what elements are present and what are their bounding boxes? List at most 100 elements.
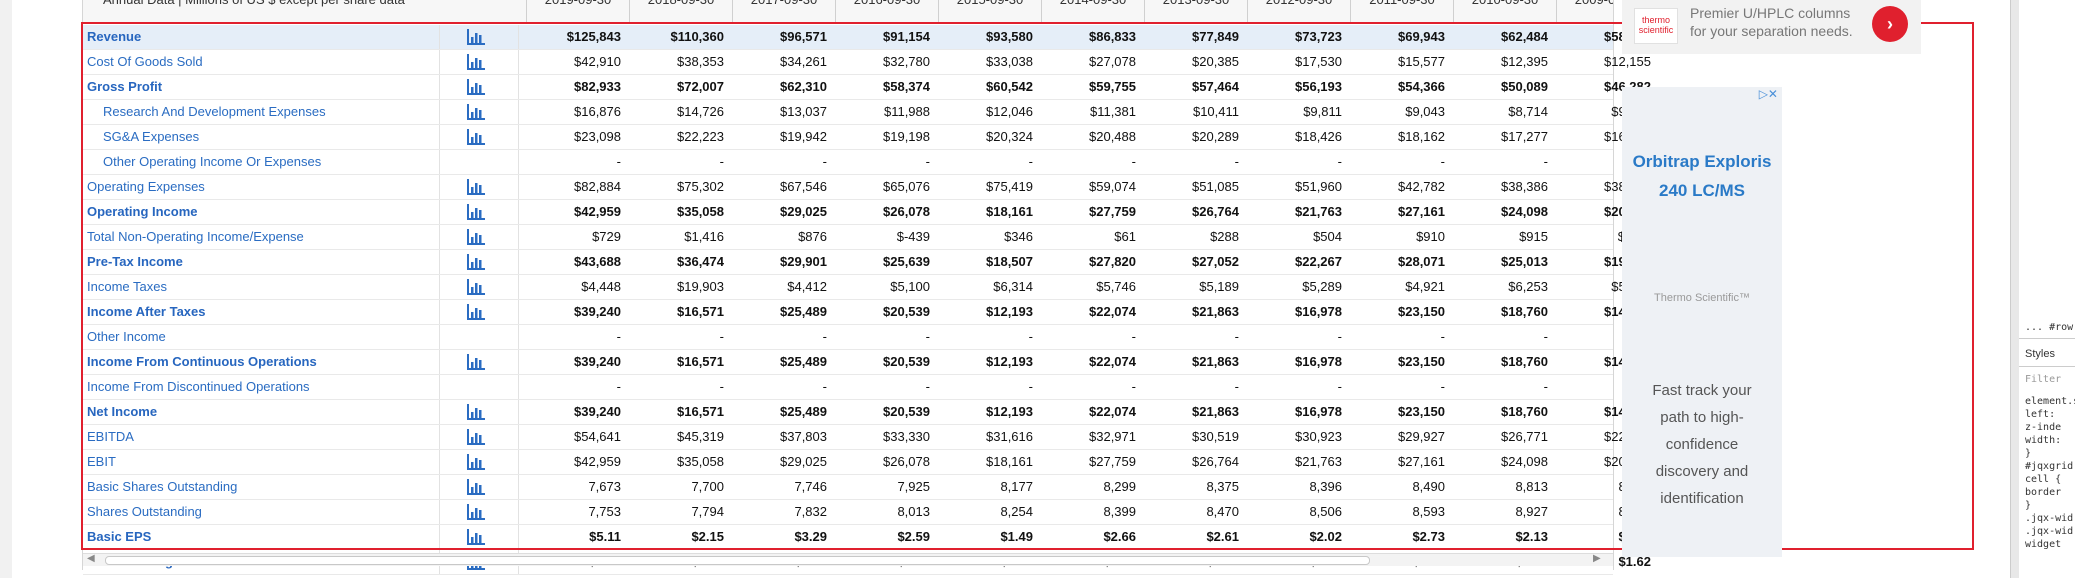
row-label-link[interactable]: Pre-Tax Income — [87, 254, 183, 269]
value-cell: $24,098 — [1501, 204, 1548, 219]
row-label-link[interactable]: Income After Taxes — [87, 304, 206, 319]
value-cell: $11,988 — [883, 104, 930, 119]
table-row[interactable]: Pre-Tax Income $43,688 $36,474 $29,901 $25,6… — [83, 250, 1651, 275]
table-row[interactable]: Income Taxes $4,448 $19,903 $4,412 $5,100 $6,… — [83, 275, 1651, 300]
row-label-link[interactable]: Income From Continuous Operations — [87, 354, 317, 369]
column-header-year[interactable]: 2019-09-30 — [529, 0, 627, 7]
ad-headline[interactable]: Orbitrap Exploris 240 LC/MS — [1632, 152, 1772, 200]
row-label-link[interactable]: Other Income — [87, 329, 166, 344]
column-header-year[interactable]: 2015-09-30 — [941, 0, 1039, 7]
row-label-link[interactable]: Revenue — [87, 29, 142, 44]
table-row[interactable]: Cost Of Goods Sold $42,910 $38,353 $34,261 $… — [83, 50, 1651, 75]
ad-top-text[interactable]: Premier U/HPLC columns for your separati… — [1690, 5, 1853, 39]
row-label-link[interactable]: Basic Shares Outstanding — [87, 479, 238, 494]
value-cell: - — [719, 329, 724, 344]
table-row[interactable]: Other Operating Income Or Expenses - - - - - -… — [83, 150, 1651, 175]
scroll-right-arrow-icon[interactable]: ▶ — [1593, 553, 1601, 564]
value-cell: $11,381 — [1089, 104, 1136, 119]
column-header-year[interactable]: 2018-09-30 — [632, 0, 730, 7]
column-header-year[interactable]: 2013-09-30 — [1147, 0, 1245, 7]
row-label-link[interactable]: EBIT — [87, 454, 116, 469]
devtools-breadcrumb[interactable]: ... #row — [2025, 322, 2074, 333]
row-label-link[interactable]: Other Operating Income Or Expenses — [103, 154, 322, 169]
table-row[interactable]: EBIT $42,959 $35,058 $29,025 $26,078 $18,161 $… — [83, 450, 1651, 475]
value-cell: $21,763 — [1295, 204, 1342, 219]
row-label-link[interactable]: Gross Profit — [87, 79, 163, 94]
value-cell: - — [1028, 329, 1033, 344]
table-row[interactable]: SG&A Expenses $23,098 $22,223 $19,942 $19,19… — [83, 125, 1651, 150]
value-cell: $21,863 — [1192, 354, 1239, 369]
table-row[interactable]: Income After Taxes $39,240 $16,571 $25,489 $… — [83, 300, 1651, 325]
ad-banner-top[interactable]: thermo scientific Premier U/HPLC columns… — [1622, 0, 1921, 54]
row-label-link[interactable]: Operating Income — [87, 204, 198, 219]
table-row[interactable]: Operating Income $42,959 $35,058 $29,025 $26… — [83, 200, 1651, 225]
value-cell: $20,539 — [883, 404, 930, 419]
scrollbar-thumb[interactable] — [105, 556, 1370, 565]
column-header-year[interactable]: 2011-09-30 — [1353, 0, 1451, 7]
devtools-scrollbar[interactable] — [2011, 0, 2019, 578]
horizontal-scrollbar[interactable]: ◀ ▶ — [83, 553, 1613, 566]
row-label-link[interactable]: Shares Outstanding — [87, 504, 202, 519]
table-row[interactable]: Gross Profit $82,933 $72,007 $62,310 $58,374… — [83, 75, 1651, 100]
tab-styles[interactable]: Styles — [2025, 348, 2055, 360]
row-label-link[interactable]: Net Income — [87, 404, 158, 419]
table-row[interactable]: Net Income $39,240 $16,571 $25,489 $20,539 $1… — [83, 400, 1651, 425]
row-label-link[interactable]: Operating Expenses — [87, 179, 205, 194]
row-label-link[interactable]: Research And Development Expenses — [103, 104, 326, 119]
value-cell: $91,154 — [883, 29, 930, 44]
chevron-right-icon[interactable]: › — [1872, 6, 1908, 42]
table-row[interactable]: Research And Development Expenses $16,876… — [83, 100, 1651, 125]
value-cell: $5,100 — [890, 279, 930, 294]
table-row[interactable]: Revenue $125,843 $110,360 $96,571 $91,154 $93… — [83, 25, 1651, 50]
row-label-link[interactable]: Income From Discontinued Operations — [87, 379, 310, 394]
column-header-year[interactable]: 2014-09-30 — [1044, 0, 1142, 7]
row-label-link[interactable]: Total Non-Operating Income/Expense — [87, 229, 304, 244]
value-cell: $26,771 — [1501, 429, 1548, 444]
column-header-year[interactable]: 2012-09-30 — [1250, 0, 1348, 7]
value-cell: $346 — [1004, 229, 1033, 244]
scroll-left-arrow-icon[interactable]: ◀ — [87, 553, 95, 564]
value-cell: - — [1028, 154, 1033, 169]
table-row[interactable]: Operating Expenses $82,884 $75,302 $67,546 $… — [83, 175, 1651, 200]
row-label-link[interactable]: SG&A Expenses — [103, 129, 200, 144]
table-row[interactable]: Income From Discontinued Operations - - - - -… — [83, 375, 1651, 400]
table-row[interactable]: Other Income----------- — [83, 325, 1651, 350]
ad-brand: Thermo Scientific™ — [1654, 292, 1750, 304]
value-cell: - — [1440, 329, 1445, 344]
row-label-link[interactable]: EBITDA — [87, 429, 134, 444]
value-cell: $82,933 — [574, 79, 621, 94]
table-row[interactable]: Basic Shares Outstanding 7,673 7,700 7,746 7… — [83, 475, 1651, 500]
row-label-link[interactable]: Basic EPS — [87, 529, 152, 544]
value-cell: $69,943 — [1398, 29, 1445, 44]
table-row[interactable]: Shares Outstanding 7,753 7,794 7,832 8,013 8,… — [83, 500, 1651, 525]
chart-cell — [439, 175, 519, 199]
column-header-year[interactable]: 2017-09-30 — [735, 0, 833, 7]
column-header-year[interactable]: 2009-09-30 — [1559, 0, 1613, 7]
column-separator — [1144, 0, 1145, 22]
value-cell: - — [1440, 154, 1445, 169]
row-label-link[interactable]: Cost Of Goods Sold — [87, 54, 203, 69]
chart-cell — [439, 75, 519, 99]
column-separator — [732, 0, 733, 22]
row-label-link[interactable]: Income Taxes — [87, 279, 167, 294]
value-cell: $110,360 — [670, 29, 724, 44]
value-cell: - — [925, 379, 930, 394]
value-cell: $2.15 — [691, 529, 724, 544]
css-rule-line: cell { — [2025, 474, 2062, 485]
ad-choices-icon[interactable]: ▷✕ — [1758, 87, 1778, 101]
table-row[interactable]: Income From Continuous Operations $39,240… — [83, 350, 1651, 375]
styles-filter-input[interactable]: Filter — [2025, 374, 2062, 385]
value-cell: - — [1337, 154, 1342, 169]
column-header-year[interactable]: 2016-09-30 — [838, 0, 936, 7]
table-row[interactable]: Total Non-Operating Income/Expense $729 $1… — [83, 225, 1651, 250]
value-cell: $62,310 — [780, 79, 827, 94]
table-row[interactable]: EBITDA $54,641 $45,319 $37,803 $33,330 $31,61… — [83, 425, 1651, 450]
column-header-year[interactable]: 2010-09-30 — [1456, 0, 1554, 7]
table-row[interactable]: Basic EPS $5.11 $2.15 $3.29 $2.59 $1.49 $2.66 $… — [83, 525, 1651, 550]
value-cell: $27,078 — [1089, 54, 1136, 69]
value-cell: $39,240 — [574, 404, 621, 419]
chart-cell — [439, 325, 519, 349]
chart-cell — [439, 250, 519, 274]
value-cell: $2.73 — [1412, 529, 1445, 544]
ad-banner-side[interactable]: ▷✕ Orbitrap Exploris 240 LC/MS Thermo Sc… — [1622, 87, 1782, 557]
